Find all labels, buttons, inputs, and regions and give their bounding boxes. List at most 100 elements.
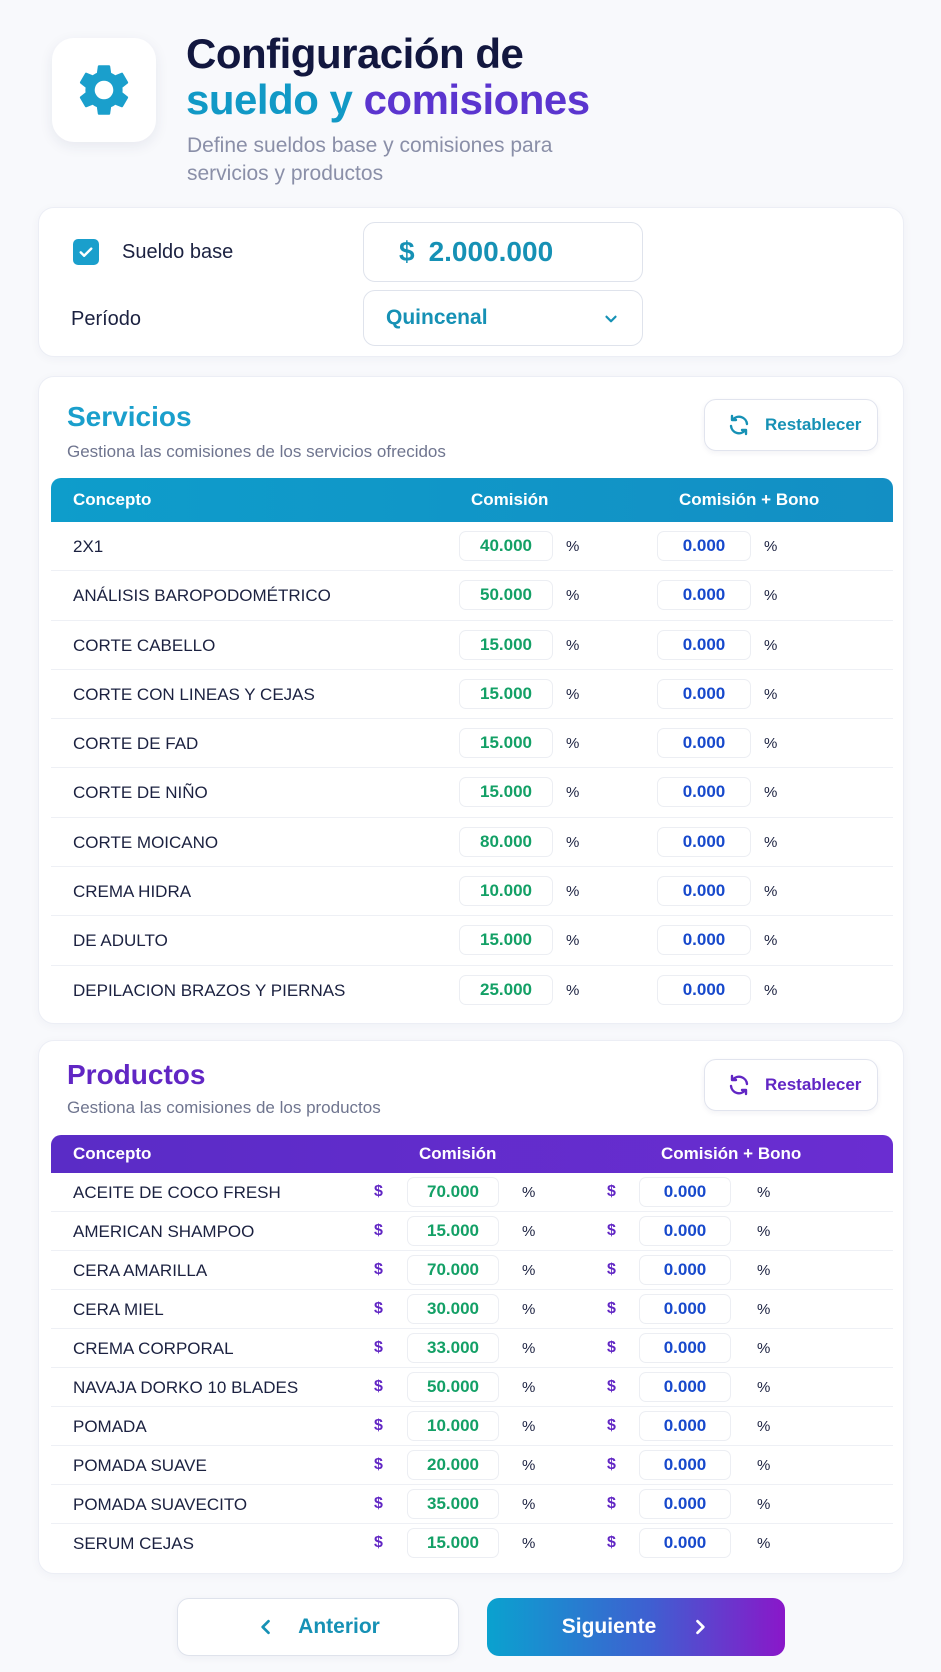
- percent-label: %: [757, 1418, 771, 1435]
- productos-table-header: Concepto Comisión Comisión + Bono: [51, 1135, 893, 1173]
- table-row: CERA MIEL $30.000% $0.000%: [51, 1290, 893, 1329]
- anterior-label: Anterior: [298, 1615, 380, 1638]
- comision-bono-input[interactable]: 0.000: [657, 728, 751, 759]
- currency-symbol: $: [374, 1378, 383, 1395]
- comision-bono-input[interactable]: 0.000: [657, 777, 751, 808]
- page-title-part-b: comisiones: [363, 76, 591, 123]
- comision-bono-input[interactable]: 0.000: [639, 1489, 731, 1519]
- sueldo-base-input[interactable]: $ 2.000.000: [363, 222, 643, 282]
- currency-symbol: $: [374, 1456, 383, 1473]
- comision-bono-input[interactable]: 0.000: [639, 1294, 731, 1324]
- comision-input[interactable]: 40.000: [459, 531, 553, 561]
- comision-input[interactable]: 50.000: [459, 580, 553, 611]
- currency-symbol: $: [374, 1417, 383, 1434]
- comision-input[interactable]: 15.000: [459, 925, 553, 956]
- table-row: CORTE CON LINEAS Y CEJAS 15.000% 0.000%: [51, 670, 893, 720]
- comision-input[interactable]: 70.000: [407, 1177, 499, 1207]
- currency-symbol: $: [374, 1495, 383, 1512]
- concepto-cell: 2X1: [73, 537, 104, 556]
- percent-label: %: [566, 538, 580, 555]
- currency-symbol: $: [607, 1378, 616, 1395]
- salary-card: Sueldo base $ 2.000.000 Período Quincena…: [38, 207, 904, 357]
- comision-bono-input[interactable]: 0.000: [639, 1372, 731, 1402]
- percent-label: %: [566, 685, 580, 703]
- comision-bono-input[interactable]: 0.000: [657, 629, 751, 660]
- comision-input[interactable]: 35.000: [407, 1489, 499, 1519]
- concepto-cell: AMERICAN SHAMPOO: [73, 1222, 255, 1241]
- percent-label: %: [764, 636, 778, 654]
- concepto-cell: CORTE DE FAD: [73, 734, 199, 754]
- siguiente-button[interactable]: Siguiente: [487, 1598, 785, 1656]
- servicios-reset-button[interactable]: Restablecer: [704, 399, 878, 451]
- currency-symbol: $: [607, 1495, 616, 1512]
- comision-input[interactable]: 10.000: [407, 1411, 499, 1441]
- percent-label: %: [757, 1262, 771, 1279]
- anterior-button[interactable]: Anterior: [177, 1598, 459, 1656]
- concepto-cell: CORTE MOICANO: [73, 832, 219, 852]
- percent-label: %: [757, 1301, 771, 1318]
- comision-bono-input[interactable]: 0.000: [639, 1177, 731, 1207]
- table-row: ANÁLISIS BAROPODOMÉTRICO 50.000% 0.000%: [51, 571, 893, 621]
- table-row: CORTE MOICANO 80.000% 0.000%: [51, 818, 893, 868]
- comision-input[interactable]: 15.000: [407, 1528, 499, 1558]
- percent-label: %: [522, 1379, 536, 1396]
- comision-input[interactable]: 15.000: [459, 629, 553, 660]
- comision-input[interactable]: 15.000: [459, 678, 553, 709]
- table-row: CREMA HIDRA 10.000% 0.000%: [51, 867, 893, 917]
- concepto-cell: ACEITE DE COCO FRESH: [73, 1183, 281, 1202]
- comision-input[interactable]: 30.000: [407, 1294, 499, 1324]
- percent-label: %: [764, 685, 778, 703]
- periodo-select[interactable]: Quincenal: [363, 290, 643, 346]
- percent-label: %: [764, 735, 778, 753]
- currency-symbol: $: [607, 1339, 616, 1356]
- comision-input[interactable]: 15.000: [407, 1216, 499, 1246]
- percent-label: %: [566, 784, 580, 802]
- settings-logo: [52, 38, 156, 142]
- chevron-right-icon: [690, 1617, 710, 1637]
- comision-bono-input[interactable]: 0.000: [657, 974, 751, 1005]
- currency-symbol: $: [607, 1222, 616, 1239]
- percent-label: %: [764, 784, 778, 802]
- comision-bono-input[interactable]: 0.000: [657, 531, 751, 561]
- comision-bono-input[interactable]: 0.000: [657, 678, 751, 709]
- sueldo-base-value: 2.000.000: [428, 236, 554, 267]
- comision-input[interactable]: 10.000: [459, 876, 553, 907]
- col-comision: Comisión: [419, 1144, 497, 1163]
- servicios-reset-label: Restablecer: [765, 415, 862, 434]
- percent-label: %: [522, 1457, 536, 1474]
- comision-bono-input[interactable]: 0.000: [657, 925, 751, 956]
- comision-bono-input[interactable]: 0.000: [639, 1255, 731, 1285]
- col-comision: Comisión: [471, 490, 549, 509]
- comision-bono-input[interactable]: 0.000: [657, 580, 751, 611]
- concepto-cell: DE ADULTO: [73, 931, 168, 951]
- table-row: CORTE DE NIÑO 15.000% 0.000%: [51, 768, 893, 818]
- comision-bono-input[interactable]: 0.000: [639, 1411, 731, 1441]
- comision-input[interactable]: 80.000: [459, 826, 553, 857]
- col-comision-bono: Comisión + Bono: [679, 490, 820, 509]
- percent-label: %: [522, 1301, 536, 1318]
- percent-label: %: [757, 1535, 771, 1552]
- comision-bono-input[interactable]: 0.000: [639, 1450, 731, 1480]
- productos-reset-button[interactable]: Restablecer: [704, 1059, 878, 1111]
- comision-input[interactable]: 33.000: [407, 1333, 499, 1363]
- comision-input[interactable]: 50.000: [407, 1372, 499, 1402]
- percent-label: %: [764, 981, 778, 999]
- comision-bono-input[interactable]: 0.000: [657, 826, 751, 857]
- comision-bono-input[interactable]: 0.000: [639, 1216, 731, 1246]
- comision-bono-input[interactable]: 0.000: [639, 1333, 731, 1363]
- refresh-icon: [727, 413, 751, 437]
- percent-label: %: [566, 981, 580, 999]
- sueldo-base-checkbox[interactable]: [73, 239, 99, 265]
- concepto-cell: POMADA: [73, 1417, 147, 1436]
- comision-bono-input[interactable]: 0.000: [657, 876, 751, 907]
- comision-input[interactable]: 20.000: [407, 1450, 499, 1480]
- comision-input[interactable]: 15.000: [459, 728, 553, 759]
- percent-label: %: [764, 833, 778, 851]
- comision-input[interactable]: 25.000: [459, 974, 553, 1005]
- concepto-cell: CREMA HIDRA: [73, 882, 192, 902]
- table-row: 2X1 40.000% 0.000%: [51, 522, 893, 572]
- comision-input[interactable]: 15.000: [459, 777, 553, 808]
- comision-bono-input[interactable]: 0.000: [639, 1528, 731, 1558]
- percent-label: %: [757, 1340, 771, 1357]
- comision-input[interactable]: 70.000: [407, 1255, 499, 1285]
